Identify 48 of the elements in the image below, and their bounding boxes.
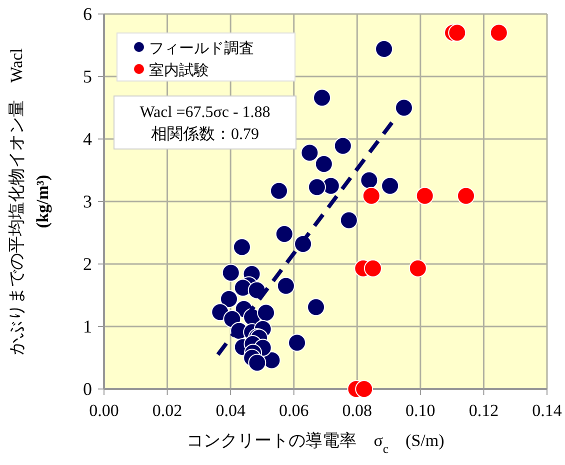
y-tick-label: 5	[83, 66, 92, 86]
point	[313, 88, 332, 107]
point	[416, 186, 434, 205]
point	[375, 40, 394, 58]
point	[300, 144, 319, 162]
point	[364, 259, 382, 278]
x-tick-label: 0.06	[278, 401, 309, 420]
x-tick-label: 0.00	[89, 401, 119, 420]
point	[490, 24, 508, 42]
point	[448, 24, 466, 42]
x-tick-label: 0.14	[532, 401, 562, 420]
point	[232, 238, 251, 256]
x-tick-label: 0.10	[406, 401, 436, 420]
annotation: Wacl =67.5σc - 1.88 相関係数：0.79	[140, 104, 270, 143]
point	[275, 225, 294, 243]
point	[360, 171, 378, 190]
y-tick-label: 4	[83, 129, 92, 149]
legend-label: フィールド調査	[149, 39, 254, 57]
y-tick-label: 1	[83, 316, 92, 336]
point	[408, 259, 427, 278]
point	[394, 98, 413, 117]
point	[288, 334, 306, 352]
y-tick-label: 0	[83, 379, 92, 399]
legend-label: 室内試験	[149, 61, 209, 79]
point	[222, 264, 240, 282]
point	[314, 155, 333, 173]
point	[248, 354, 266, 372]
y-axis-title: かぶりまでの平均塩化物イオン量 Wacl (kg/m³)	[7, 48, 52, 355]
y-tick-label: 2	[83, 254, 92, 274]
point	[340, 211, 358, 230]
x-tick-label: 0.02	[152, 401, 182, 420]
point	[381, 176, 400, 195]
point	[257, 304, 276, 322]
y-tick-label: 3	[83, 192, 92, 212]
point	[308, 178, 326, 196]
x-tick-label: 0.08	[342, 401, 372, 420]
x-tick-label: 0.04	[216, 401, 246, 420]
point	[355, 380, 374, 398]
point	[307, 298, 326, 316]
point	[270, 182, 288, 200]
x-tick-label: 0.12	[468, 401, 499, 420]
point	[276, 276, 295, 295]
y-tick-label: 6	[83, 4, 92, 24]
point	[220, 290, 238, 308]
point	[456, 186, 475, 205]
text: コンクリートの導電率 σ$_{c}$ (S/m)	[186, 431, 444, 456]
point	[334, 136, 352, 155]
point	[362, 186, 380, 205]
